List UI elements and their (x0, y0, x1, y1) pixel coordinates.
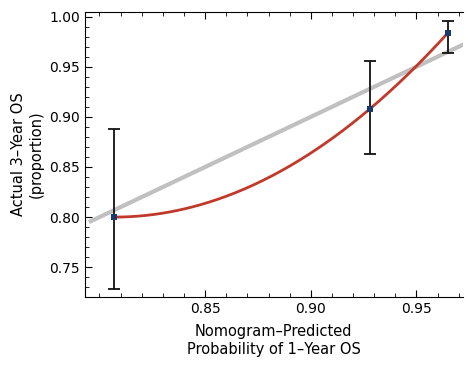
X-axis label: Nomogram–Predicted
Probability of 1–Year OS: Nomogram–Predicted Probability of 1–Year… (187, 325, 361, 357)
Point (366, 106, 374, 112)
Point (444, 30, 452, 36)
Y-axis label: Actual 3–Year OS
(proportion): Actual 3–Year OS (proportion) (11, 93, 44, 216)
Point (110, 214, 118, 220)
